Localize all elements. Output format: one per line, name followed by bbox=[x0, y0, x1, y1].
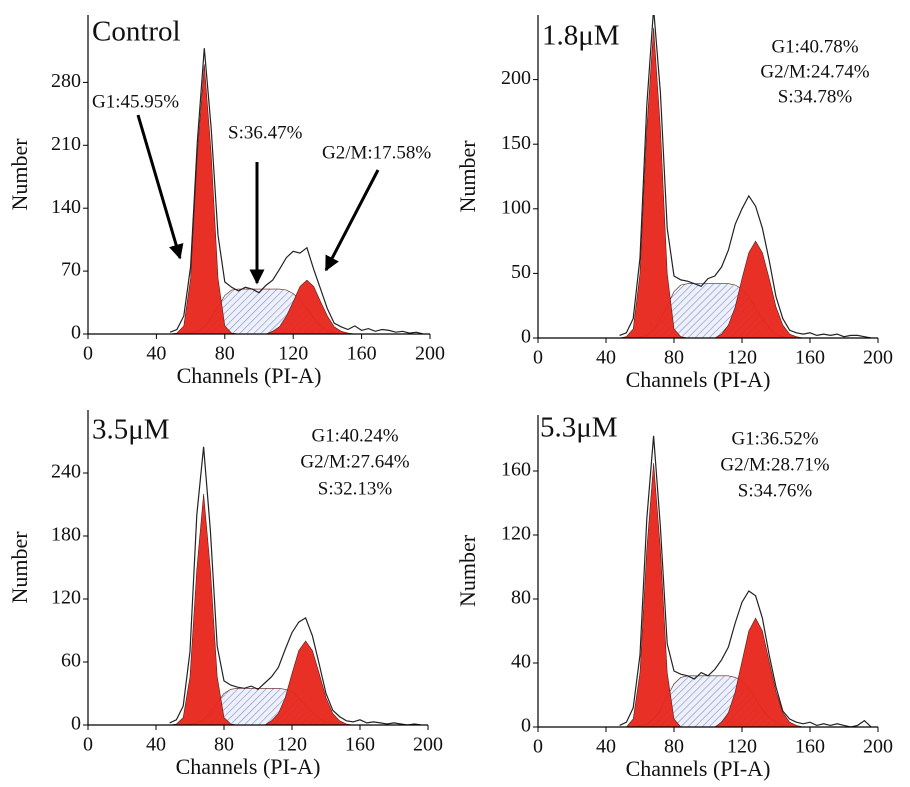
x-tick-label: 160 bbox=[795, 736, 825, 758]
y-tick-label: 60 bbox=[61, 650, 81, 672]
plot-area bbox=[169, 446, 422, 725]
peak-area bbox=[619, 240, 872, 338]
x-tick-label: 80 bbox=[664, 347, 684, 369]
histogram-line bbox=[169, 48, 424, 334]
annotation: G2/M:24.74% bbox=[760, 61, 869, 82]
x-tick-label: 200 bbox=[863, 736, 893, 758]
annotation: G2/M:27.64% bbox=[300, 451, 409, 472]
y-tick-label: 0 bbox=[521, 715, 531, 737]
x-tick-label: 200 bbox=[863, 347, 893, 369]
peak-area bbox=[619, 462, 872, 727]
y-tick-label: 80 bbox=[511, 587, 531, 609]
y-tick-label: 150 bbox=[501, 132, 531, 154]
y-tick-label: 0 bbox=[71, 322, 81, 344]
y-tick-label: 120 bbox=[501, 523, 531, 545]
x-tick-label: 160 bbox=[347, 343, 377, 365]
x-tick-label: 120 bbox=[727, 736, 757, 758]
y-tick-label: 50 bbox=[511, 261, 531, 283]
x-tick-label: 160 bbox=[345, 734, 375, 756]
peak-area bbox=[169, 493, 422, 725]
x-tick-label: 40 bbox=[596, 736, 616, 758]
plot-area bbox=[619, 435, 872, 727]
panel-title: Control bbox=[92, 16, 181, 48]
x-tick-label: 0 bbox=[83, 734, 93, 756]
peak-area bbox=[170, 279, 424, 334]
arrow bbox=[136, 114, 184, 260]
y-tick-label: 0 bbox=[71, 713, 81, 735]
plot-area bbox=[169, 48, 424, 334]
y-axis-label: Number bbox=[7, 138, 32, 211]
arrow bbox=[324, 169, 380, 272]
y-axis-label: Number bbox=[7, 531, 32, 604]
x-tick-label: 160 bbox=[795, 347, 825, 369]
x-tick-label: 0 bbox=[83, 343, 93, 365]
y-tick-label: 120 bbox=[51, 587, 81, 609]
y-axis-label: Number bbox=[455, 534, 480, 607]
panel-title: 1.8μM bbox=[542, 20, 620, 52]
y-tick-label: 180 bbox=[51, 524, 81, 546]
x-tick-label: 120 bbox=[277, 734, 307, 756]
histogram-line bbox=[619, 435, 872, 727]
y-tick-label: 0 bbox=[521, 326, 531, 348]
peak-area bbox=[170, 64, 424, 334]
peak-area bbox=[169, 640, 422, 725]
x-tick-label: 120 bbox=[278, 343, 308, 365]
x-tick-label: 80 bbox=[664, 736, 684, 758]
x-axis-label: Channels (PI-A) bbox=[626, 756, 771, 781]
x-axis-label: Channels (PI-A) bbox=[177, 363, 322, 388]
x-tick-label: 40 bbox=[146, 734, 166, 756]
y-axis-label: Number bbox=[455, 140, 480, 213]
peak-area bbox=[619, 27, 872, 338]
histogram-line bbox=[169, 446, 422, 725]
panel-title: 3.5μM bbox=[92, 414, 170, 446]
annotation: G2/M:28.71% bbox=[720, 454, 829, 475]
annotation: S:34.78% bbox=[778, 86, 853, 107]
annotation: G1:36.52% bbox=[731, 428, 818, 449]
y-tick-label: 40 bbox=[511, 651, 531, 673]
y-tick-label: 140 bbox=[51, 196, 81, 218]
annotation: G1:45.95% bbox=[92, 91, 179, 112]
histogram-line bbox=[619, 15, 872, 338]
x-tick-label: 40 bbox=[146, 343, 166, 365]
y-tick-label: 280 bbox=[51, 70, 81, 92]
y-tick-label: 70 bbox=[61, 259, 81, 281]
peak-area bbox=[619, 617, 872, 727]
y-tick-label: 100 bbox=[501, 196, 531, 218]
x-tick-label: 80 bbox=[215, 343, 235, 365]
x-axis-label: Channels (PI-A) bbox=[626, 367, 771, 392]
annotation: G2/M:17.58% bbox=[322, 142, 431, 163]
x-tick-label: 120 bbox=[727, 347, 757, 369]
annotation: S:34.76% bbox=[738, 480, 813, 501]
x-axis-label: Channels (PI-A) bbox=[176, 754, 321, 779]
annotation: G1:40.24% bbox=[311, 425, 398, 446]
x-tick-label: 80 bbox=[214, 734, 234, 756]
x-tick-label: 40 bbox=[596, 347, 616, 369]
annotation: S:36.47% bbox=[228, 122, 303, 143]
y-tick-label: 210 bbox=[51, 133, 81, 155]
x-tick-label: 200 bbox=[415, 343, 445, 365]
x-tick-label: 0 bbox=[533, 736, 543, 758]
annotation: G1:40.78% bbox=[771, 36, 858, 57]
y-tick-label: 200 bbox=[501, 67, 531, 89]
x-tick-label: 0 bbox=[533, 347, 543, 369]
x-tick-label: 200 bbox=[413, 734, 443, 756]
panel-title: 5.3μM bbox=[540, 412, 618, 444]
plot-area bbox=[619, 15, 872, 338]
y-tick-label: 160 bbox=[501, 459, 531, 481]
y-tick-label: 240 bbox=[51, 461, 81, 483]
annotation: S:32.13% bbox=[318, 478, 393, 499]
